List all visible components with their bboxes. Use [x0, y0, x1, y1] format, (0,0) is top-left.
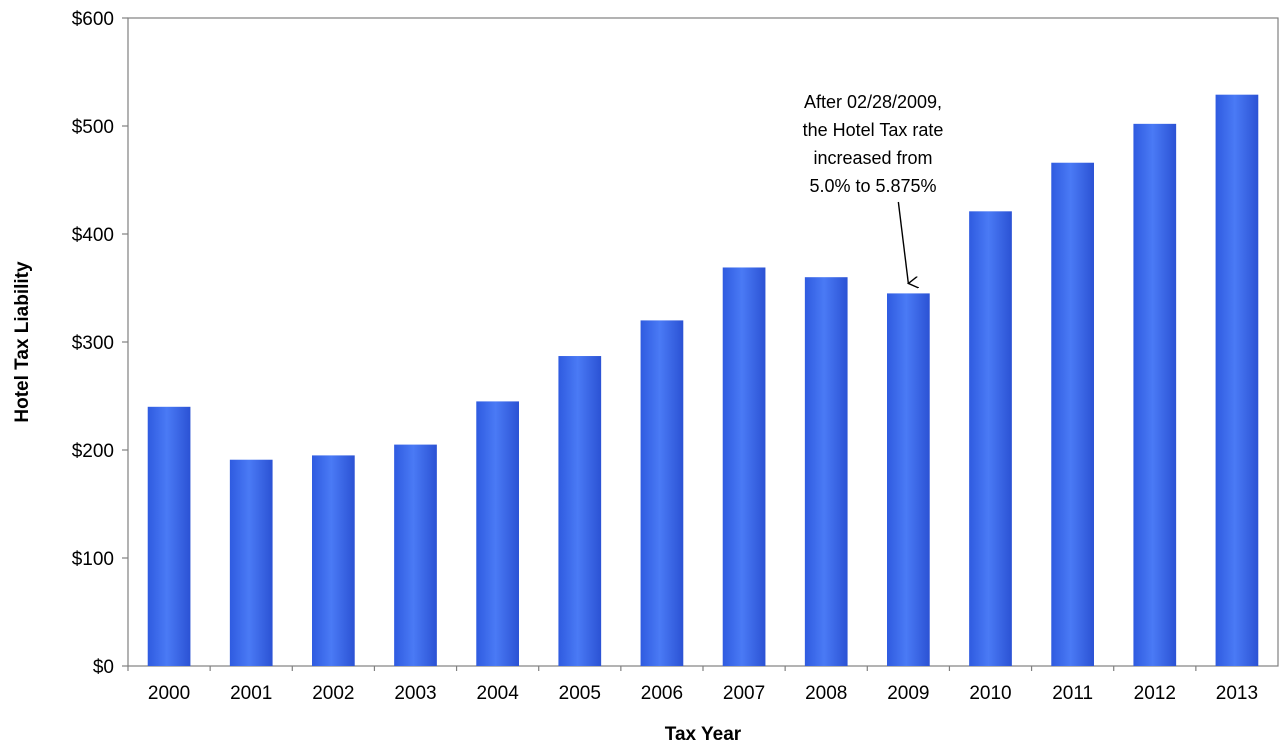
rate-change-annotation: After 02/28/2009, the Hotel Tax rate inc… [803, 92, 944, 283]
bar-2006 [640, 320, 684, 666]
y-tick-label: $100 [72, 549, 114, 570]
bar-2005 [558, 356, 602, 666]
y-axis-title: Hotel Tax Liability [12, 261, 33, 423]
annotation-arrow [897, 201, 908, 283]
bar-2004 [476, 401, 519, 666]
x-tick-label: 2008 [805, 683, 847, 704]
plot-area [127, 17, 1279, 667]
bar-2009 [887, 293, 930, 666]
x-tick-label: 2002 [312, 683, 354, 704]
annotation-line-3: increased from [813, 148, 932, 168]
bar-2002 [312, 455, 355, 666]
bar-2011 [1051, 162, 1094, 666]
x-tick-label: 2003 [394, 683, 436, 704]
bar-2001 [229, 459, 273, 666]
y-tick-label: $500 [72, 117, 114, 138]
bar-2010 [969, 211, 1012, 666]
y-tick-label: $0 [93, 657, 114, 678]
x-tick-label: 2011 [1052, 683, 1093, 704]
y-tick-label: $300 [72, 333, 114, 354]
x-tick-label: 2000 [148, 683, 190, 704]
x-axis-title: Tax Year [665, 724, 742, 745]
annotation-line-4: 5.0% to 5.875% [809, 176, 936, 196]
x-tick-label: 2004 [477, 683, 520, 704]
annotation-line-2: the Hotel Tax rate [803, 120, 944, 140]
bar-2008 [804, 277, 848, 666]
x-tick-label: 2009 [887, 683, 929, 704]
x-tick-label: 2005 [559, 683, 601, 704]
bar-2013 [1215, 94, 1259, 667]
x-tick-label: 2010 [969, 683, 1011, 704]
x-tick-label: 2013 [1216, 683, 1258, 704]
y-tick-label: $400 [72, 225, 114, 246]
y-axis: $0 $100 $200 $300 $400 $500 $600 [72, 9, 128, 678]
x-axis: 2000 2001 2002 2003 2004 2005 2006 2007 2008 2009… [127, 666, 1258, 704]
x-tick-label: 2006 [641, 683, 683, 704]
y-tick-label: $200 [72, 441, 114, 462]
y-tick-label: $600 [72, 9, 114, 30]
x-tick-label: 2007 [723, 683, 765, 704]
bar-2003 [394, 444, 437, 666]
bar-2000 [147, 406, 191, 666]
bars [147, 94, 1259, 667]
x-tick-label: 2012 [1134, 683, 1176, 704]
bar-2012 [1133, 123, 1177, 667]
annotation-line-1: After 02/28/2009, [804, 92, 942, 112]
x-tick-label: 2001 [230, 683, 272, 704]
bar-2007 [722, 267, 766, 666]
